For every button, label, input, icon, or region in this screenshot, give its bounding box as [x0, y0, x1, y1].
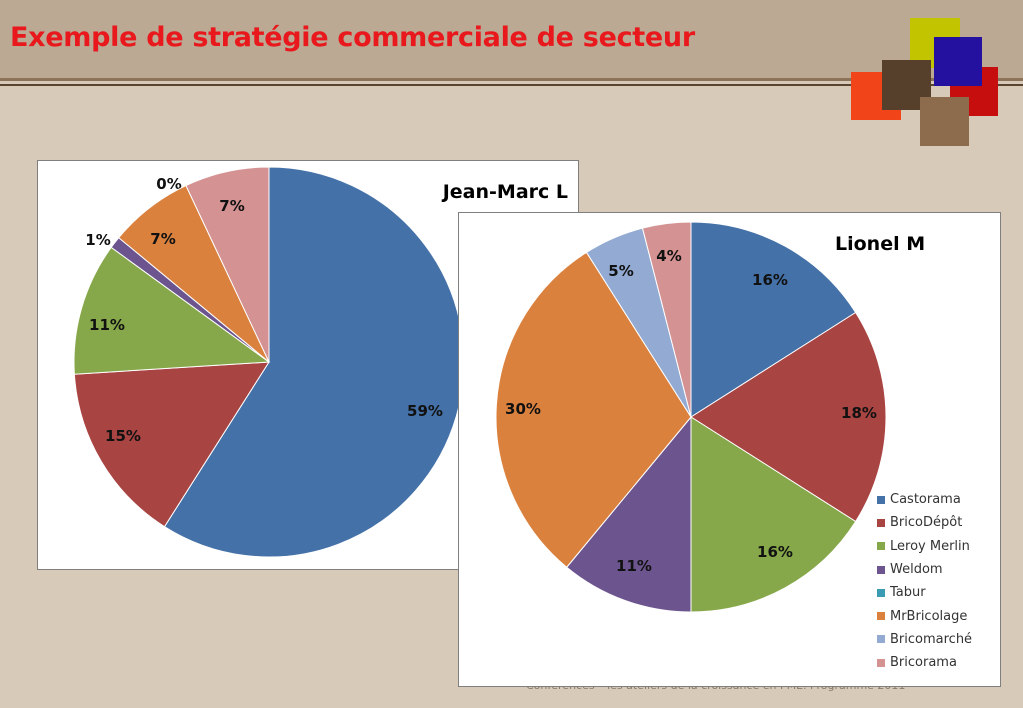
data-label-mrbricolage: 30%	[505, 400, 541, 418]
data-label-leroy-merlin: 11%	[89, 316, 125, 334]
pie-slice-bricodepot	[690, 311, 887, 523]
legend-swatch-bricorama	[877, 658, 885, 667]
legend-label-castorama: Castorama	[890, 492, 961, 508]
legend-item-castorama: Castorama	[877, 488, 972, 511]
legend-swatch-leroy-merlin	[877, 542, 885, 551]
data-label-castorama: 16%	[752, 271, 788, 289]
legend-label-bricomarche: Bricomarché	[890, 631, 973, 647]
pie-slice-leroy-merlin	[73, 246, 271, 375]
page-title: Exemple de stratégie commerciale de sect…	[10, 22, 695, 53]
legend-label-weldom: Weldom	[890, 562, 943, 578]
legend-item-bricomarche: Bricomarché	[877, 628, 972, 651]
pie-chart-jean-marc: 59% 15% 11% 1% 0% 7% 7%	[73, 166, 465, 558]
legend-swatch-tabur	[877, 588, 885, 597]
data-label-weldom: 1%	[85, 231, 110, 249]
chart-title-lionel: Lionel M	[835, 233, 926, 255]
pie-slice-bricodepot	[73, 361, 270, 528]
data-label-bricorama: 7%	[219, 197, 244, 215]
legend-swatch-mrbricolage	[877, 612, 885, 621]
legend-lionel: Castorama BricoDépôt Leroy Merlin Weldom Tab…	[877, 488, 972, 674]
data-label-castorama: 59%	[407, 402, 443, 420]
pie-slice-bricorama	[185, 166, 270, 363]
legend-swatch-bricomarche	[877, 635, 885, 644]
legend-item-bricodepot: BricoDépôt	[877, 511, 972, 534]
data-label-bricodepot: 15%	[105, 427, 141, 445]
chart-panel-lionel: 16% 18% 16% 11% 30% 5% 4% Lionel M Castorama Br…	[458, 212, 1001, 687]
pie-chart-lionel: 16% 18% 16% 11% 30% 5% 4%	[495, 221, 887, 613]
pie-slice-leroy-merlin	[690, 416, 857, 613]
header-bar	[0, 0, 1023, 78]
legend-swatch-bricodepot	[877, 518, 885, 527]
deco-square-blue	[934, 37, 982, 86]
legend-label-bricorama: Bricorama	[890, 655, 957, 671]
header-divider-dark	[0, 84, 1023, 86]
legend-swatch-castorama	[877, 495, 885, 504]
data-label-tabur: 0%	[156, 175, 181, 193]
pie-slice-castorama	[690, 221, 857, 418]
pie-slice-bricorama	[641, 221, 692, 418]
header-divider	[0, 78, 1023, 81]
legend-label-leroy-merlin: Leroy Merlin	[890, 538, 970, 554]
pie-slice-weldom	[565, 415, 692, 613]
chart-title-jean-marc: Jean-Marc L	[442, 181, 568, 203]
data-label-bricodepot: 18%	[841, 404, 877, 422]
data-label-leroy-merlin: 16%	[757, 543, 793, 561]
legend-item-mrbricolage: MrBricolage	[877, 604, 972, 627]
legend-label-mrbricolage: MrBricolage	[890, 608, 968, 624]
legend-item-bricorama: Bricorama	[877, 651, 972, 674]
legend-label-tabur: Tabur	[890, 585, 926, 601]
data-label-mrbricolage: 7%	[150, 230, 175, 248]
pie-slice-castorama	[163, 166, 465, 558]
legend-item-leroy-merlin: Leroy Merlin	[877, 535, 972, 558]
legend-item-weldom: Weldom	[877, 558, 972, 581]
deco-square-tan	[920, 97, 969, 146]
data-label-weldom: 11%	[616, 557, 652, 575]
legend-swatch-weldom	[877, 565, 885, 574]
legend-item-tabur: Tabur	[877, 581, 972, 604]
data-label-bricomarche: 5%	[608, 262, 633, 280]
pie-slice-mrbricolage	[495, 251, 692, 568]
data-label-bricorama: 4%	[656, 247, 681, 265]
legend-label-bricodepot: BricoDépôt	[890, 515, 963, 531]
